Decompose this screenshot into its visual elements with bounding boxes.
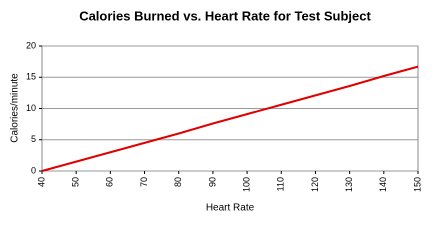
x-tick-label: 50 bbox=[71, 177, 81, 187]
y-tick-label: 15 bbox=[26, 72, 36, 82]
y-tick-label: 10 bbox=[26, 103, 36, 113]
x-tick-label: 110 bbox=[276, 177, 286, 191]
x-tick-label: 70 bbox=[139, 177, 149, 187]
x-tick-label: 60 bbox=[105, 177, 115, 187]
x-axis-title: Heart Rate bbox=[206, 203, 255, 214]
y-tick-label: 0 bbox=[31, 165, 36, 175]
y-tick-label: 5 bbox=[31, 134, 36, 144]
x-tick-label: 130 bbox=[344, 177, 354, 192]
chart: Calories Burned vs. Heart Rate for Test … bbox=[10, 8, 423, 214]
x-tick-label: 80 bbox=[173, 177, 183, 187]
x-tick-label: 120 bbox=[310, 177, 320, 192]
y-tick-label: 20 bbox=[26, 40, 36, 50]
chart-title: Calories Burned vs. Heart Rate for Test … bbox=[79, 8, 371, 23]
y-axis-title: Calories/minute bbox=[10, 73, 21, 143]
x-tick-label: 40 bbox=[36, 177, 46, 187]
x-tick-label: 100 bbox=[241, 177, 251, 192]
data-line bbox=[41, 65, 419, 172]
x-tick-label: 150 bbox=[412, 177, 422, 192]
x-tick-label: 90 bbox=[207, 177, 217, 187]
x-tick-label: 140 bbox=[378, 177, 388, 192]
